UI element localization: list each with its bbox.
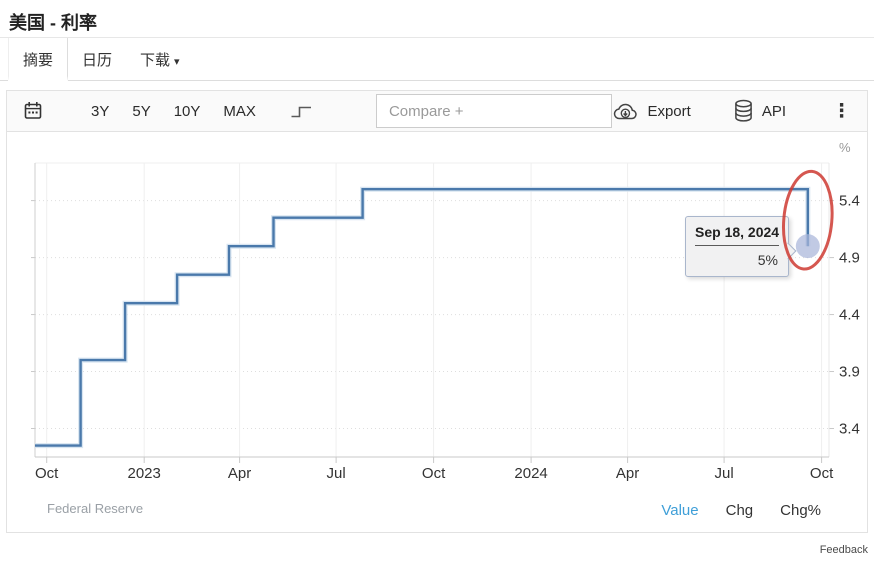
- export-button[interactable]: Export: [612, 101, 691, 122]
- svg-text:Apr: Apr: [616, 465, 639, 482]
- more-options-button[interactable]: ⋮: [832, 100, 851, 123]
- step-line-chart-icon: [290, 104, 314, 119]
- svg-text:Jul: Jul: [715, 465, 734, 482]
- tab-calendar[interactable]: 日历: [68, 38, 126, 80]
- svg-text:5.4: 5.4: [839, 193, 860, 210]
- tab-summary[interactable]: 摘要: [8, 38, 69, 81]
- tab-download[interactable]: 下载 ▾: [126, 38, 194, 80]
- export-button-label: Export: [647, 102, 691, 120]
- svg-text:Jul: Jul: [327, 465, 346, 482]
- kebab-menu-icon: ⋮: [832, 100, 851, 122]
- chart-tooltip: Sep 18, 2024 5%: [685, 216, 789, 277]
- tab-calendar-label: 日历: [82, 52, 113, 69]
- legend-value-toggle[interactable]: Value: [661, 502, 699, 519]
- calendar-icon: [22, 100, 44, 123]
- page-title: 美国 - 利率: [9, 13, 97, 33]
- tab-summary-label: 摘要: [23, 52, 54, 69]
- database-icon: [733, 99, 754, 123]
- svg-text:2023: 2023: [128, 465, 161, 482]
- page-header: 美国 - 利率: [0, 0, 874, 38]
- api-button[interactable]: API: [733, 99, 786, 123]
- svg-text:%: %: [839, 140, 851, 155]
- svg-text:Oct: Oct: [422, 465, 446, 482]
- tab-download-label: 下载: [140, 52, 171, 69]
- range-10y-button[interactable]: 10Y: [169, 99, 206, 124]
- legend-toggles: Value Chg Chg%: [661, 502, 821, 519]
- tooltip-value: 5%: [757, 252, 778, 268]
- api-button-label: API: [761, 102, 786, 120]
- svg-text:Oct: Oct: [35, 465, 59, 482]
- compare-input[interactable]: [375, 94, 613, 128]
- source-label: Federal Reserve: [47, 501, 144, 516]
- range-button-group: 3Y 5Y 10Y MAX: [86, 99, 274, 124]
- chart-type-button[interactable]: [290, 104, 314, 119]
- legend-chg-toggle[interactable]: Chg: [725, 502, 754, 519]
- tooltip-date: Sep 18, 2024: [695, 224, 779, 246]
- svg-text:3.9: 3.9: [839, 364, 860, 381]
- range-5y-button[interactable]: 5Y: [127, 99, 155, 124]
- chart-toolbar: 3Y 5Y 10Y MAX Export: [6, 90, 868, 132]
- svg-text:4.9: 4.9: [839, 250, 860, 267]
- svg-text:2024: 2024: [514, 465, 547, 482]
- chart-card: 5.4 4.9 4.4 3.9 3.4 Oct 2023 Apr Jul Oct 2024 Apr Ju…: [6, 131, 868, 533]
- rate-step-chart[interactable]: 5.4 4.9 4.4 3.9 3.4 Oct 2023 Apr Jul Oct 2024 Apr Ju…: [7, 132, 865, 532]
- date-range-picker-button[interactable]: [22, 100, 44, 123]
- svg-text:Apr: Apr: [228, 465, 251, 482]
- chevron-down-icon: ▾: [174, 56, 180, 68]
- cloud-download-icon: [612, 101, 639, 122]
- svg-text:Oct: Oct: [810, 465, 834, 482]
- range-3y-button[interactable]: 3Y: [86, 99, 114, 124]
- feedback-link[interactable]: Feedback: [819, 544, 868, 556]
- legend-chgpct-toggle[interactable]: Chg%: [780, 502, 821, 519]
- range-max-button[interactable]: MAX: [218, 99, 261, 124]
- svg-text:3.4: 3.4: [839, 421, 860, 438]
- tab-bar: 摘要 日历 下载 ▾: [0, 38, 874, 81]
- svg-text:4.4: 4.4: [839, 307, 860, 324]
